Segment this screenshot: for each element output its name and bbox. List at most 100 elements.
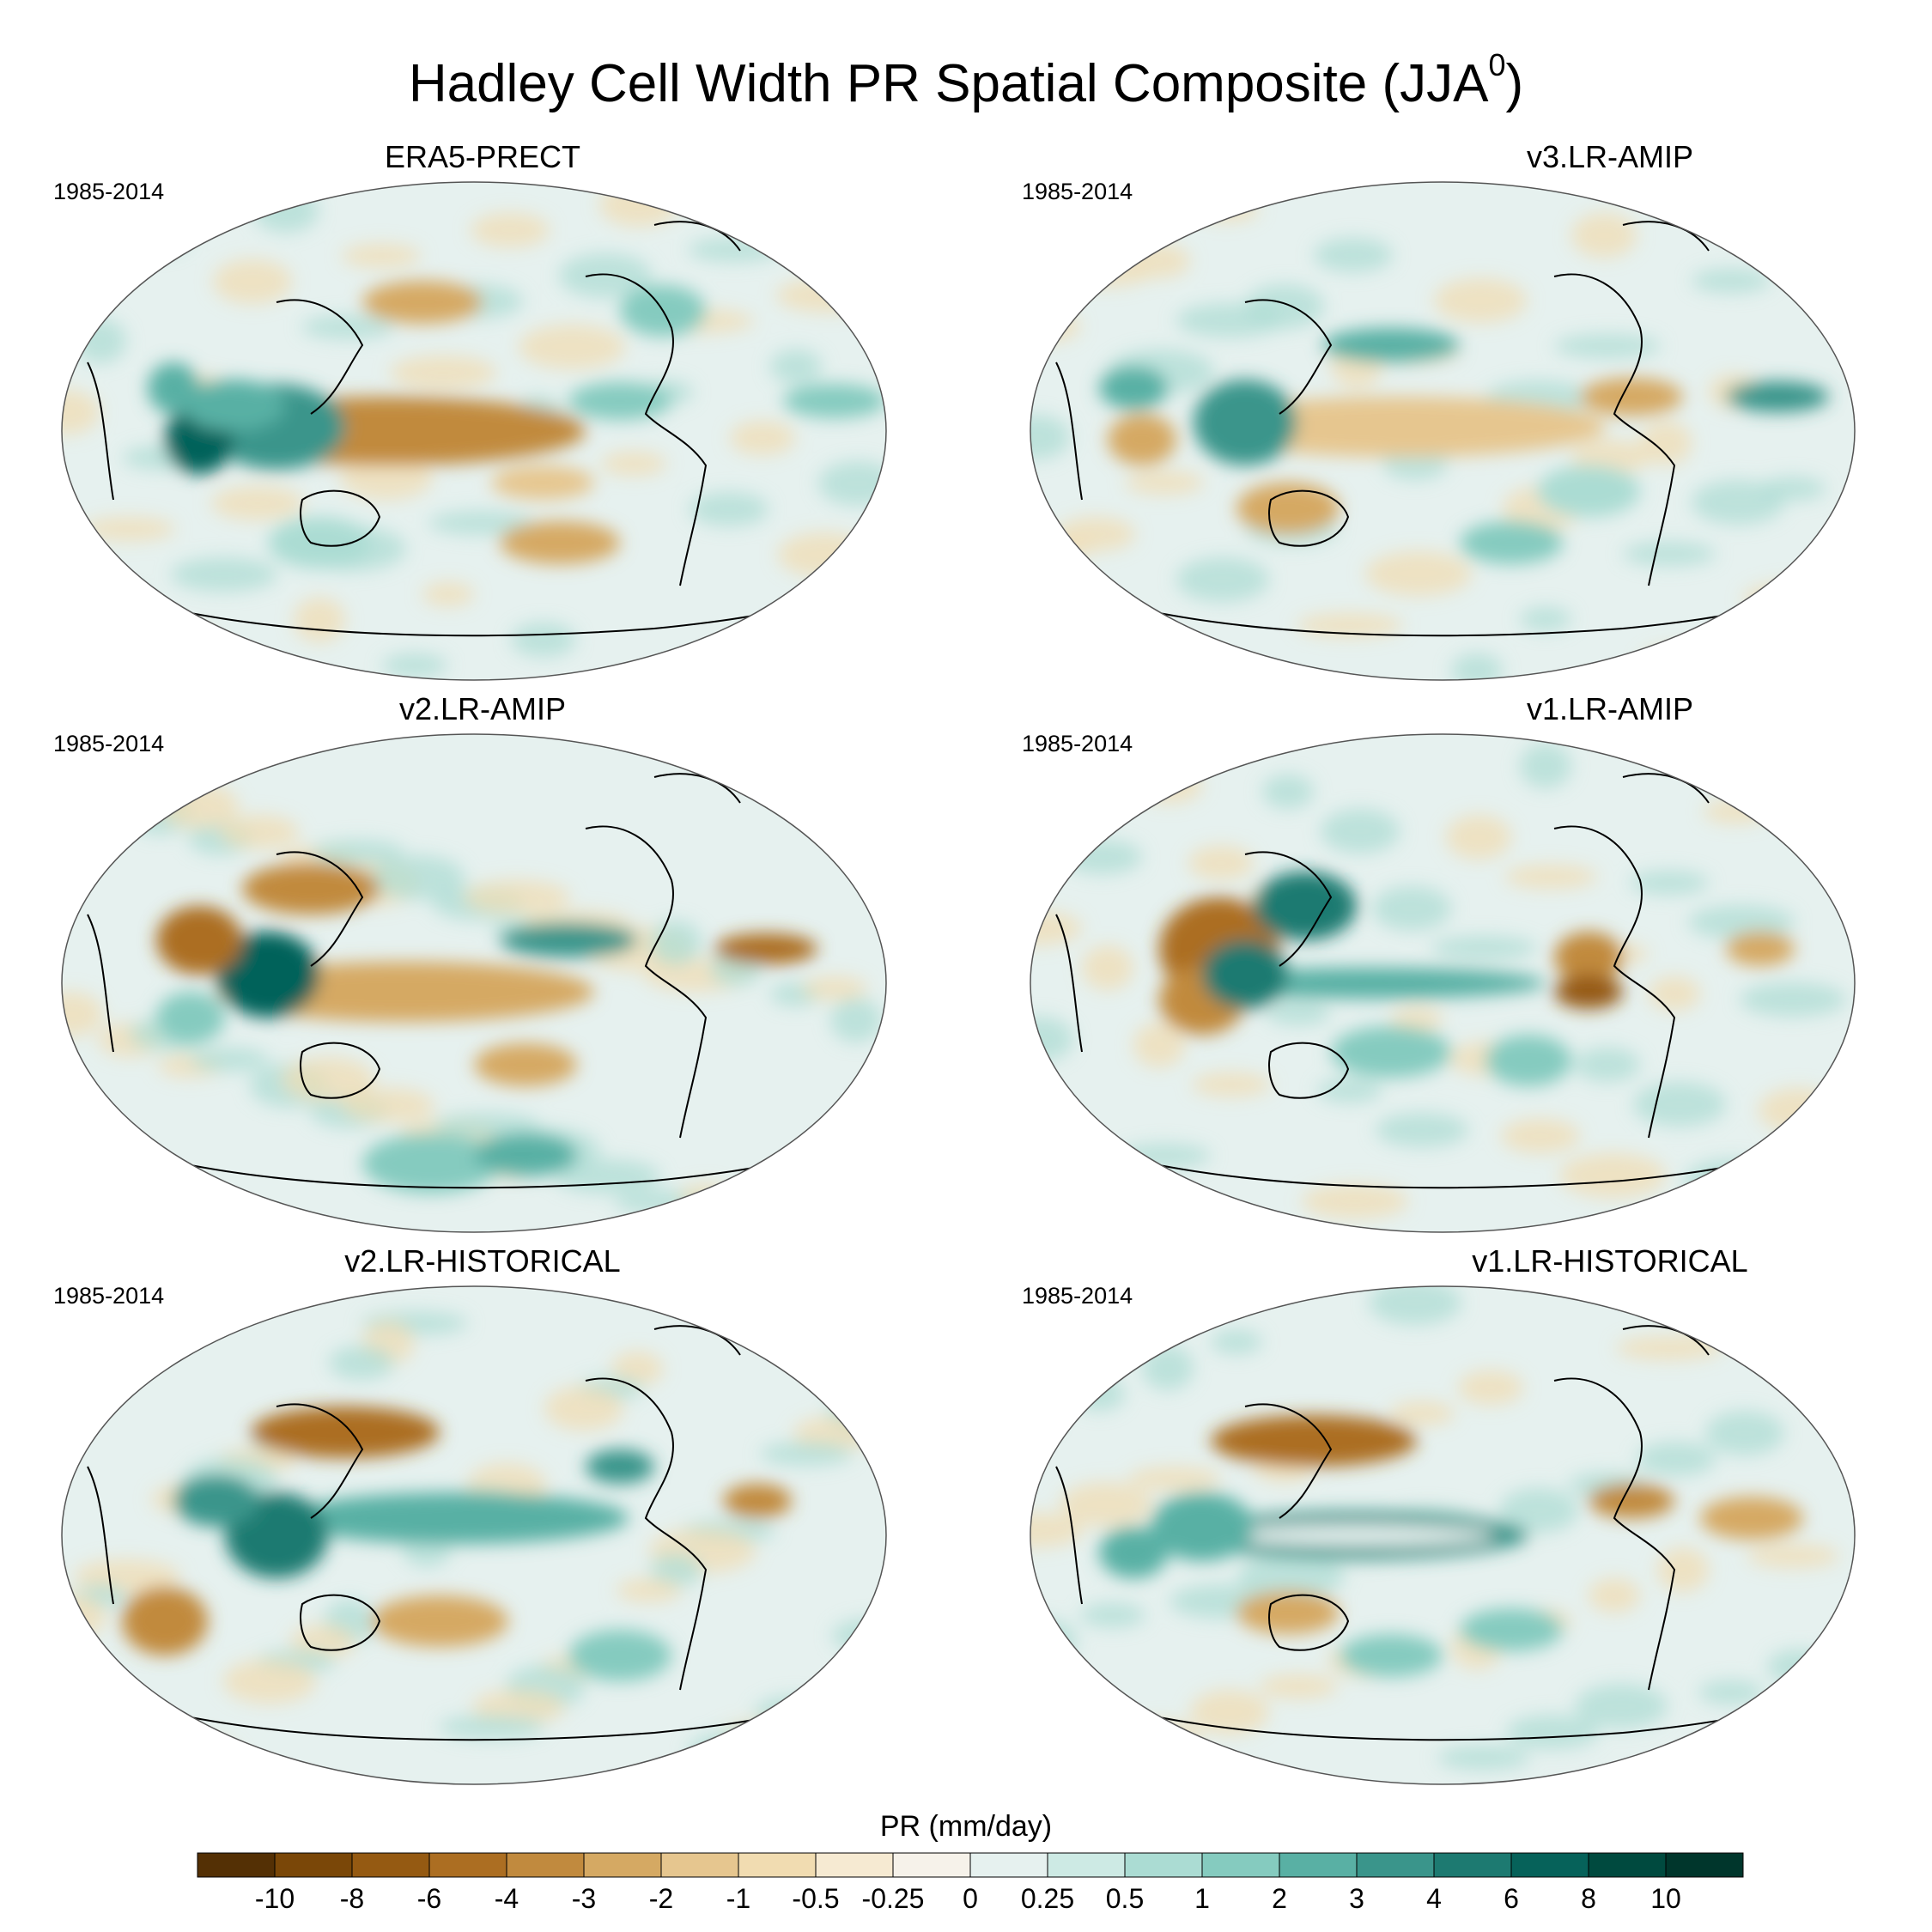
- field-patch: [146, 1736, 239, 1781]
- field-patch: [1073, 1376, 1125, 1411]
- coastline: [1622, 773, 1710, 804]
- field-patch: [650, 1553, 702, 1588]
- field-patch: [1365, 551, 1472, 596]
- field-patch: [755, 1696, 834, 1730]
- field-patch: [428, 511, 535, 535]
- field-anomaly: [1194, 380, 1297, 465]
- field-patch: [471, 213, 550, 247]
- field-patch: [165, 629, 216, 663]
- field-anomaly: [1726, 932, 1795, 966]
- panel-title: v1.LR-HISTORICAL: [1472, 1243, 1748, 1279]
- field-patch: [1633, 1082, 1726, 1127]
- coastline: [87, 361, 114, 501]
- field-patch: [599, 182, 678, 227]
- field-patch: [688, 1730, 794, 1775]
- coastline: [1553, 1377, 1676, 1691]
- field-anomaly: [500, 521, 620, 564]
- field-anomaly: [1589, 1484, 1674, 1518]
- field-patch: [1056, 263, 1149, 287]
- field-patch: [1389, 1401, 1455, 1425]
- field-patch: [690, 492, 769, 526]
- field-patch: [223, 1659, 316, 1704]
- field-patch: [1451, 653, 1503, 680]
- coastline: [653, 773, 741, 804]
- field-anomaly: [1340, 1634, 1443, 1677]
- field-patch: [342, 244, 421, 268]
- field-patch: [818, 461, 886, 506]
- field-patch: [422, 582, 474, 606]
- field-patch: [1705, 1411, 1784, 1455]
- field-patch: [1520, 744, 1571, 788]
- field-anomaly: [1580, 378, 1683, 416]
- field-patch: [1458, 1370, 1523, 1405]
- field-patch: [1044, 734, 1151, 758]
- field-patch: [511, 623, 576, 657]
- field-patch: [62, 781, 88, 805]
- field-patch: [1685, 1305, 1791, 1340]
- field-patch: [730, 421, 795, 455]
- colorbar-bin: [1433, 1852, 1512, 1878]
- field-anomaly: [1460, 521, 1563, 564]
- map-boundary: [1030, 181, 1856, 681]
- colorbar-tick-label: -4: [494, 1883, 519, 1914]
- map-boundary: [61, 181, 887, 681]
- field-anomaly: [568, 382, 671, 420]
- field-patch: [62, 1382, 88, 1406]
- field-anomaly: [1554, 975, 1623, 1009]
- field-patch: [1082, 945, 1133, 990]
- colorbar-tick-label: -2: [648, 1883, 674, 1914]
- field-patch: [160, 784, 239, 829]
- field-anomaly: [1331, 1026, 1451, 1078]
- field-anomaly: [362, 281, 483, 324]
- field-patch: [294, 598, 345, 642]
- field-patch: [1262, 775, 1314, 809]
- colorbar-bin: [969, 1852, 1048, 1878]
- field-patch: [253, 188, 319, 233]
- field-patch: [1176, 303, 1283, 337]
- colorbar-tick-label: 3: [1349, 1883, 1364, 1914]
- field-patch: [721, 1721, 814, 1745]
- field-patch: [1176, 557, 1269, 602]
- field-anomaly: [1099, 367, 1168, 410]
- field-patch: [770, 349, 822, 384]
- panel-period-label: 1985-2014: [53, 1283, 165, 1309]
- colorbar-bin: [428, 1852, 507, 1878]
- field-anomaly: [1236, 1591, 1340, 1634]
- field-patch: [62, 182, 88, 203]
- field-patch: [1314, 238, 1393, 272]
- field-patch: [614, 1190, 720, 1214]
- field-patch: [62, 992, 103, 1036]
- panel-period-label: 1985-2014: [1022, 731, 1133, 756]
- field-anomaly: [1099, 1527, 1168, 1578]
- field-patch: [832, 744, 886, 778]
- coastline: [1268, 1042, 1350, 1099]
- map-plot: [1030, 1285, 1856, 1785]
- field-patch: [1321, 809, 1400, 854]
- colorbar-bin: [1588, 1852, 1667, 1878]
- colorbar-bin: [1356, 1852, 1435, 1878]
- field-anomaly: [500, 923, 637, 957]
- field-patch: [611, 1352, 663, 1386]
- field-patch: [282, 1057, 374, 1102]
- map-panel: ERA5-PRECT 1985-2014: [53, 139, 912, 689]
- field-patch: [1317, 1078, 1382, 1103]
- field-patch: [1589, 1578, 1640, 1613]
- field-patch: [301, 315, 394, 339]
- field-anomaly: [1236, 483, 1340, 534]
- field-patch: [688, 238, 781, 262]
- panel-period-label: 1985-2014: [1022, 1283, 1133, 1309]
- colorbar-bin: [274, 1852, 353, 1878]
- field-patch: [1688, 905, 1795, 939]
- colorbar-tick-label: 10: [1650, 1883, 1681, 1914]
- map-boundary: [1030, 1285, 1856, 1785]
- field-anomaly: [1254, 872, 1357, 940]
- field-anomaly: [122, 1587, 208, 1656]
- field-patch: [1649, 976, 1700, 1011]
- coastline: [87, 914, 114, 1053]
- field-patch: [830, 998, 882, 1042]
- colorbar-tick-label: 2: [1272, 1883, 1287, 1914]
- field-patch: [1190, 1690, 1269, 1735]
- field-patch: [1504, 865, 1597, 889]
- colorbar-bin: [1124, 1852, 1203, 1878]
- field-patch: [342, 1088, 434, 1122]
